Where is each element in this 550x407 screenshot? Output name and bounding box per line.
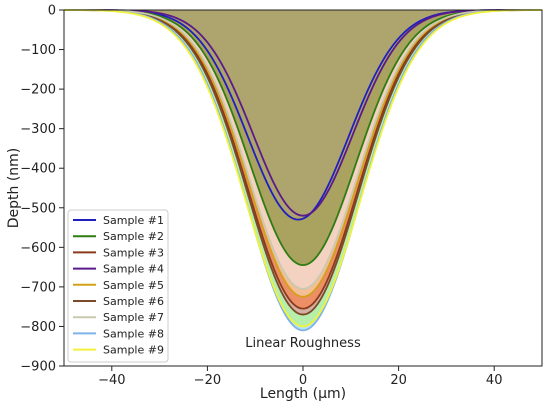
series-line-sample-7	[63, 9, 543, 290]
legend-entry: Sample #2	[103, 230, 164, 243]
y-tick-label: −400	[20, 162, 56, 177]
y-axis: 0 −100 −200 −300 −400 −500 −600 −700 −800 −900	[20, 4, 64, 375]
annotation-linear-roughness: Linear Roughness	[245, 336, 361, 351]
x-tick-label: 0	[299, 373, 307, 388]
legend-entry: Sample #7	[103, 311, 164, 324]
y-tick-label: −500	[20, 201, 56, 216]
y-tick-label: −100	[20, 43, 56, 58]
x-tick-label: 20	[390, 373, 407, 388]
y-tick-label: −300	[20, 122, 56, 137]
x-tick-label: 40	[486, 373, 503, 388]
area-fill-sample-4	[64, 10, 542, 216]
x-axis-label: Length (μm)	[260, 386, 346, 402]
legend-entry: Sample #3	[103, 246, 164, 259]
area-fills	[64, 10, 542, 331]
y-tick-label: 0	[48, 4, 56, 19]
series-line-sample-4	[64, 9, 542, 217]
legend-box	[67, 209, 169, 363]
series-lines	[63, 9, 543, 332]
legend-entry: Sample #4	[103, 263, 164, 276]
legend: Sample #1 Sample #2 Sample #3 Sample #4 Samp…	[67, 209, 169, 363]
x-axis: −40 −20 0 20 40	[98, 366, 502, 388]
y-axis-label: Depth (nm)	[6, 148, 22, 229]
legend-entry: Sample #1	[103, 214, 164, 227]
legend-entry: Sample #6	[103, 295, 164, 308]
legend-entry: Sample #8	[103, 327, 164, 340]
legend-entry: Sample #9	[103, 344, 164, 357]
x-tick-label: −20	[194, 373, 221, 388]
x-tick-label: −40	[98, 373, 125, 388]
series-line-sample-9	[63, 9, 543, 328]
y-tick-label: −700	[20, 280, 56, 295]
y-tick-label: −900	[20, 360, 56, 375]
y-tick-label: −200	[20, 83, 56, 98]
series-line-sample-6	[63, 9, 543, 316]
y-tick-label: −800	[20, 320, 56, 335]
legend-entry: Sample #5	[103, 279, 164, 292]
y-tick-label: −600	[20, 241, 56, 256]
